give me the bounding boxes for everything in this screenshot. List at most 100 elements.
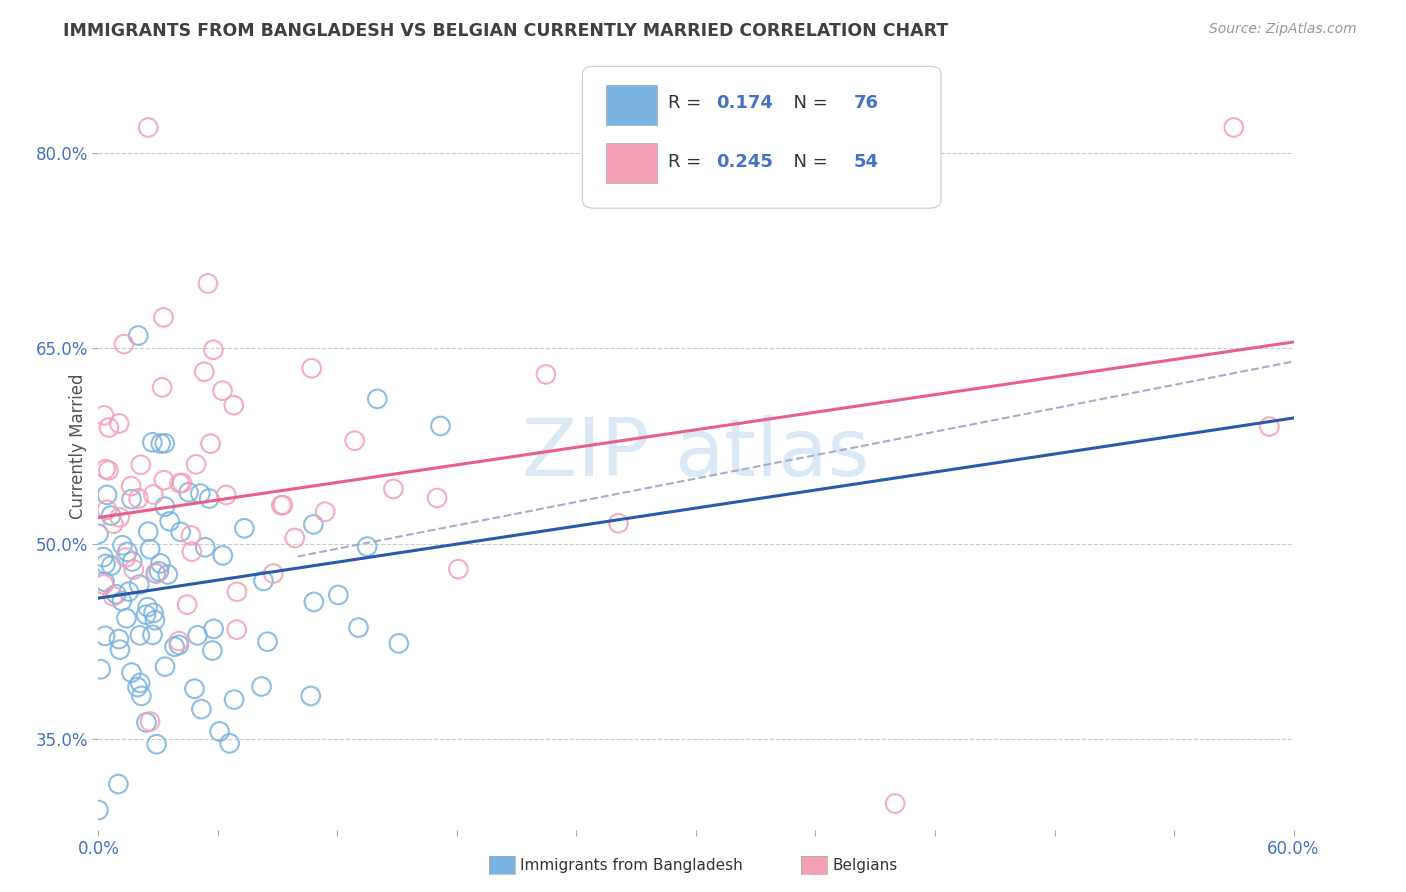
Point xyxy=(101,589,124,603)
Point xyxy=(343,434,366,448)
Point xyxy=(105,587,128,601)
Point xyxy=(90,662,112,676)
Point xyxy=(128,628,150,642)
Point xyxy=(222,398,245,412)
Point xyxy=(211,384,233,398)
Point xyxy=(607,516,630,531)
Point xyxy=(176,598,198,612)
Point xyxy=(94,557,117,571)
Text: Source: ZipAtlas.com: Source: ZipAtlas.com xyxy=(1209,22,1357,37)
Text: 0.245: 0.245 xyxy=(716,153,773,171)
Point xyxy=(233,521,256,535)
Point xyxy=(91,550,114,565)
Text: N =: N = xyxy=(782,94,834,112)
Point xyxy=(169,476,191,491)
Point xyxy=(153,473,176,487)
Point xyxy=(356,540,378,554)
Point xyxy=(108,417,131,431)
Point xyxy=(163,640,186,654)
Point xyxy=(534,368,557,382)
Point xyxy=(190,702,212,716)
Point xyxy=(111,594,134,608)
Point xyxy=(121,492,143,507)
Point xyxy=(186,628,208,642)
Text: 0.174: 0.174 xyxy=(716,94,773,112)
Point xyxy=(141,628,163,642)
Point xyxy=(120,479,142,493)
Point xyxy=(93,409,115,423)
Point xyxy=(152,310,174,325)
Point xyxy=(135,607,157,622)
Point xyxy=(198,491,221,506)
Point xyxy=(302,595,325,609)
Point xyxy=(136,600,159,615)
Point xyxy=(225,623,247,637)
Point xyxy=(107,777,129,791)
Point xyxy=(301,361,323,376)
Point xyxy=(153,436,176,450)
Point xyxy=(108,510,131,524)
Point xyxy=(388,636,411,650)
Point xyxy=(215,488,238,502)
Point xyxy=(100,558,122,573)
Point xyxy=(200,436,222,450)
Point xyxy=(148,564,170,578)
Point xyxy=(156,567,179,582)
Point xyxy=(208,724,231,739)
Text: ZIP atlas: ZIP atlas xyxy=(522,415,870,492)
Point xyxy=(153,659,176,673)
FancyBboxPatch shape xyxy=(606,86,657,126)
Point xyxy=(94,462,117,476)
Point xyxy=(153,500,176,514)
Point xyxy=(270,499,292,513)
Point xyxy=(284,531,307,545)
Point xyxy=(366,392,388,406)
Point xyxy=(100,508,122,523)
Point xyxy=(426,491,449,505)
Point xyxy=(170,475,193,490)
Text: Immigrants from Bangladesh: Immigrants from Bangladesh xyxy=(520,858,742,872)
Point xyxy=(136,120,159,135)
Point xyxy=(218,736,240,750)
Point xyxy=(87,803,110,817)
Point xyxy=(127,328,149,343)
Point xyxy=(115,611,138,625)
Point xyxy=(884,797,907,811)
Point xyxy=(127,491,149,506)
Point xyxy=(139,714,162,729)
Point xyxy=(136,524,159,539)
Point xyxy=(1258,419,1281,434)
Point xyxy=(96,488,118,502)
Point xyxy=(262,566,284,581)
Text: N =: N = xyxy=(782,153,834,171)
FancyBboxPatch shape xyxy=(582,66,941,208)
Point xyxy=(128,577,150,591)
Point xyxy=(108,642,131,657)
Point xyxy=(117,545,139,559)
Point xyxy=(183,681,205,696)
Point xyxy=(177,485,200,500)
Point xyxy=(382,482,405,496)
Point xyxy=(194,540,217,554)
Point xyxy=(202,622,225,636)
Point xyxy=(211,549,233,563)
Y-axis label: Currently Married: Currently Married xyxy=(69,373,87,519)
Point xyxy=(250,680,273,694)
Point xyxy=(111,538,134,552)
Point xyxy=(193,365,215,379)
Point xyxy=(129,458,152,472)
Point xyxy=(108,632,131,646)
Text: R =: R = xyxy=(668,94,707,112)
Point xyxy=(114,550,136,565)
Point xyxy=(118,584,141,599)
Point xyxy=(202,343,225,357)
Point xyxy=(112,337,135,351)
Point xyxy=(131,689,153,703)
Point xyxy=(180,528,202,542)
Point xyxy=(302,517,325,532)
Point xyxy=(167,634,190,648)
FancyBboxPatch shape xyxy=(606,143,657,183)
Point xyxy=(142,487,165,501)
Point xyxy=(299,689,322,703)
Point xyxy=(145,737,167,751)
